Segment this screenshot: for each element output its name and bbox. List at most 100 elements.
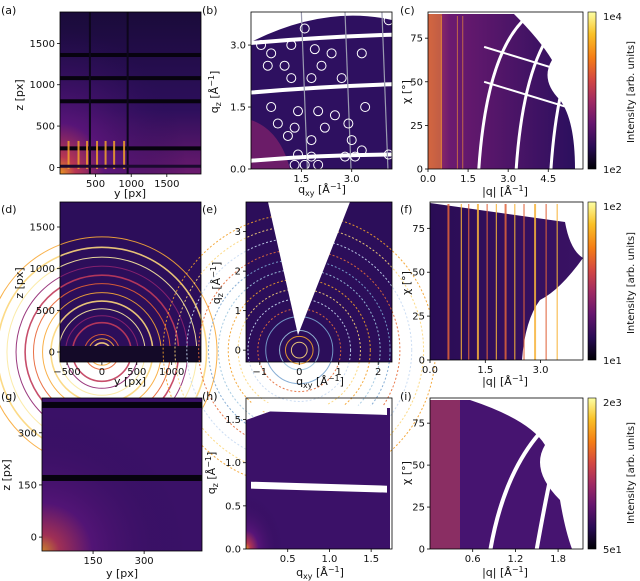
gap-col	[88, 12, 91, 174]
peak-marker	[299, 23, 310, 34]
y-tick-label: 1.0	[225, 458, 241, 469]
panel-label-d: (d)	[1, 203, 17, 216]
peak-marker	[319, 122, 330, 133]
panel-i: (i) 0.6 1.2 1.8 0 25 50 75 |q| [Å−1] χ [°] 2e…	[400, 390, 637, 579]
gap-line	[344, 11, 352, 170]
x-tick-label: 3.0	[500, 174, 516, 185]
bragg-rods-a	[60, 140, 201, 170]
panel-a: (a) 500 1000 1500 0 500 1000 1500 y [px] z [p…	[1, 4, 202, 200]
x-tick-label: 1.0	[321, 554, 337, 565]
x-ticks-d: −500 0 500 1000	[53, 362, 184, 378]
rings-c	[440, 15, 598, 170]
x-tick-label: 1.5	[363, 554, 379, 565]
y-tick-label: 0	[417, 165, 423, 176]
peak-marker	[306, 135, 317, 146]
peak-marker	[356, 48, 367, 59]
y-tick-label: 500	[36, 306, 55, 317]
colorbar-min-f: 1e1	[603, 356, 622, 367]
peak-marker	[262, 60, 273, 71]
x-tick-label: 3.0	[533, 365, 549, 376]
gap-col	[126, 12, 129, 174]
y-tick-label: 1000	[30, 80, 55, 91]
y-tick-label: 75	[412, 224, 425, 235]
y-axis-label-d: z [px]	[13, 267, 26, 298]
peak-marker	[279, 60, 290, 71]
gap-band	[251, 481, 387, 493]
y-axis-label-i: χ [°]	[400, 461, 413, 485]
x-tick-label: −500	[53, 367, 80, 378]
colorbar-max-f: 1e2	[603, 202, 622, 213]
bragg-rod	[113, 140, 116, 170]
y-ticks-e: 0 1 2 3	[235, 227, 246, 357]
y-tick-label: 25	[410, 121, 423, 132]
gap-row	[60, 146, 201, 151]
gap-arcs-i	[488, 406, 570, 550]
y-tick-label: 1	[235, 306, 241, 317]
y-tick-label: 0.0	[225, 545, 241, 556]
gap-row	[60, 99, 201, 104]
diffraction-ring	[208, 258, 391, 442]
x-tick-label: 0	[99, 367, 105, 378]
x-ticks-i: 0.6 1.2 1.8	[465, 549, 566, 565]
rings-f	[447, 204, 558, 360]
peak-marker	[293, 149, 303, 160]
y-axis-label-h: qz [Å−1]	[204, 452, 220, 495]
panel-label-e: (e)	[202, 203, 217, 216]
colorbar-c	[587, 11, 597, 170]
peak-marker	[272, 118, 283, 129]
peak-marker	[316, 60, 327, 71]
peak-marker	[282, 130, 293, 141]
gap-row	[42, 474, 202, 481]
peak-marker	[383, 149, 394, 160]
x-tick-label: 1.5	[293, 174, 309, 185]
gap-row	[60, 52, 201, 57]
x-tick-label: 2	[375, 367, 381, 378]
x-axis-label-a: y [px]	[114, 187, 146, 200]
peak-marker	[306, 151, 317, 162]
x-tick-label: 500	[86, 179, 105, 190]
ring-arc	[477, 15, 528, 170]
y-ticks-h: 0.0 0.5 1.0 1.5	[225, 415, 246, 556]
x-tick-label: 1	[336, 367, 342, 378]
peak-marker	[289, 122, 300, 133]
y-tick-label: 0	[235, 346, 241, 357]
colorbar-f	[587, 201, 597, 361]
panel-label-i: (i)	[400, 390, 412, 403]
x-axis-label-d: y [px]	[114, 375, 146, 388]
horizon	[60, 164, 201, 168]
peak-marker	[266, 48, 277, 59]
peak-marker	[313, 106, 324, 117]
diffraction-ring	[227, 278, 371, 422]
detector-gaps-g	[42, 401, 202, 481]
colorbar-label-c: Intensity [arb. units]	[626, 41, 637, 143]
panel-label-f: (f)	[400, 203, 412, 216]
x-tick-label: 300	[135, 556, 154, 567]
x-tick-label: 150	[84, 556, 103, 567]
x-tick-label: 0.0	[422, 365, 438, 376]
gap-arcs-b	[250, 11, 393, 170]
x-axis-label-c: |q| [Å−1]	[482, 184, 528, 198]
y-tick-label: 1000	[30, 264, 55, 275]
y-axis-label-a: z [px]	[13, 79, 26, 110]
x-tick-label: 4.5	[540, 174, 556, 185]
y-ticks-f: 0 25 50 75	[412, 224, 430, 367]
y-tick-label: 25	[412, 312, 425, 323]
y-tick-label: 0	[49, 348, 55, 359]
colorbar-max-i: 2e3	[603, 398, 622, 409]
gap-line	[483, 45, 570, 75]
gap-line	[483, 80, 570, 109]
panel-f: (f) 0.0 1.5 3.0 0 25 50 75 |q| [Å−1] χ [°] 1e…	[400, 201, 637, 388]
y-tick-label: 75	[412, 419, 425, 430]
panel-label-g: (g)	[1, 390, 17, 403]
y-tick-label: 1.5	[230, 103, 246, 114]
x-axis-label-e: qxy [Å−1]	[296, 374, 344, 390]
peak-marker	[256, 40, 267, 51]
detector-gaps-a	[60, 12, 201, 174]
gap-row	[42, 401, 202, 408]
colorbar-min-i: 5e1	[603, 545, 622, 556]
peak-marker	[346, 135, 357, 146]
x-tick-label: 0.5	[280, 554, 296, 565]
x-tick-label: −1	[252, 367, 267, 378]
peak-marker	[309, 44, 320, 55]
x-axis-label-h: qxy [Å−1]	[296, 565, 344, 581]
